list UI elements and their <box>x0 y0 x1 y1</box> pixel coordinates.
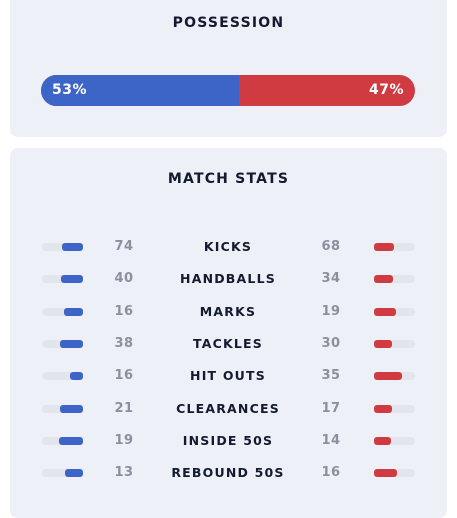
home-stat-bar-fill <box>60 339 83 348</box>
home-stat-value: 21 <box>114 400 134 416</box>
away-stat-value: 34 <box>321 271 341 287</box>
away-stat-value: 16 <box>321 465 341 481</box>
home-stat-value: 74 <box>114 239 134 254</box>
home-stat-bar <box>42 243 83 251</box>
away-stat-bar-fill <box>374 436 392 445</box>
home-stat-value: 40 <box>114 271 134 287</box>
stat-name: HIT OUTS <box>190 368 266 384</box>
stat-name: REBOUND 50S <box>171 465 285 481</box>
away-stat-bar-fill <box>374 307 397 316</box>
home-stat-value: 19 <box>114 432 134 448</box>
away-stat-value: 35 <box>321 368 341 384</box>
away-stat-value: 19 <box>321 303 341 319</box>
home-stat-bar-fill <box>61 243 83 251</box>
home-stat-bar <box>42 339 83 348</box>
stat-name: CLEARANCES <box>176 400 280 416</box>
possession-away-label: 47% <box>368 82 404 98</box>
home-stat-value: 16 <box>114 303 134 319</box>
possession-home-label: 53% <box>52 82 88 98</box>
possession-bar: 53% 47% <box>41 75 415 106</box>
away-stat-value: 14 <box>321 432 341 448</box>
match-stats-title: MATCH STATS <box>167 171 290 187</box>
stat-row: 16 HIT OUTS 35 <box>10 366 447 386</box>
home-stat-bar <box>42 307 83 316</box>
stat-row: 40 HANDBALLS 34 <box>10 269 447 289</box>
home-stat-value: 38 <box>114 335 134 351</box>
home-stat-bar <box>42 404 83 413</box>
home-stat-bar <box>42 275 83 284</box>
possession-home-fill <box>41 75 240 106</box>
away-stat-bar-fill <box>374 372 403 381</box>
away-stat-bar <box>374 243 415 251</box>
home-stat-bar <box>42 469 83 478</box>
away-stat-bar <box>374 404 415 413</box>
home-stat-bar-fill <box>60 275 83 284</box>
away-stat-bar <box>374 469 415 478</box>
possession-card: POSSESSION 53% 47% <box>10 0 447 137</box>
home-stat-bar-fill <box>59 436 83 445</box>
stat-name: INSIDE 50S <box>182 432 274 448</box>
home-stat-bar-fill <box>70 372 83 381</box>
possession-title: POSSESSION <box>172 15 285 31</box>
home-stat-bar-fill <box>64 307 83 316</box>
home-stat-bar-fill <box>64 469 83 478</box>
stat-name: TACKLES <box>193 335 263 351</box>
away-stat-bar-fill <box>374 275 393 284</box>
stat-row: 16 MARKS 19 <box>10 302 447 322</box>
away-stat-bar <box>374 436 415 445</box>
away-stat-bar-fill <box>374 469 397 478</box>
home-stat-value: 13 <box>114 465 134 481</box>
home-stat-bar <box>42 372 83 381</box>
stat-row: 38 TACKLES 30 <box>10 334 447 354</box>
stat-name: KICKS <box>203 239 253 254</box>
home-stat-value: 16 <box>114 368 134 384</box>
stat-row: 19 INSIDE 50S 14 <box>10 431 447 451</box>
match-stats-card: MATCH STATS 74 KICKS 68 40 HANDBALLS 34 16 MARK… <box>10 148 447 518</box>
stat-row: 21 CLEARANCES 17 <box>10 399 447 419</box>
stat-name: MARKS <box>199 303 257 319</box>
away-stat-bar <box>374 275 415 284</box>
away-stat-bar-fill <box>374 339 393 348</box>
away-stat-bar <box>374 307 415 316</box>
home-stat-bar-fill <box>60 404 83 413</box>
stat-row: 13 REBOUND 50S 16 <box>10 463 447 483</box>
stat-name: HANDBALLS <box>180 271 276 287</box>
away-stat-value: 17 <box>321 400 341 416</box>
away-stat-bar-fill <box>374 404 393 413</box>
away-stat-value: 68 <box>321 239 341 254</box>
home-stat-bar <box>42 436 83 445</box>
away-stat-bar <box>374 372 415 381</box>
stat-row: 74 KICKS 68 <box>10 237 447 257</box>
away-stat-bar-fill <box>374 243 394 251</box>
away-stat-bar <box>374 339 415 348</box>
away-stat-value: 30 <box>321 335 341 351</box>
